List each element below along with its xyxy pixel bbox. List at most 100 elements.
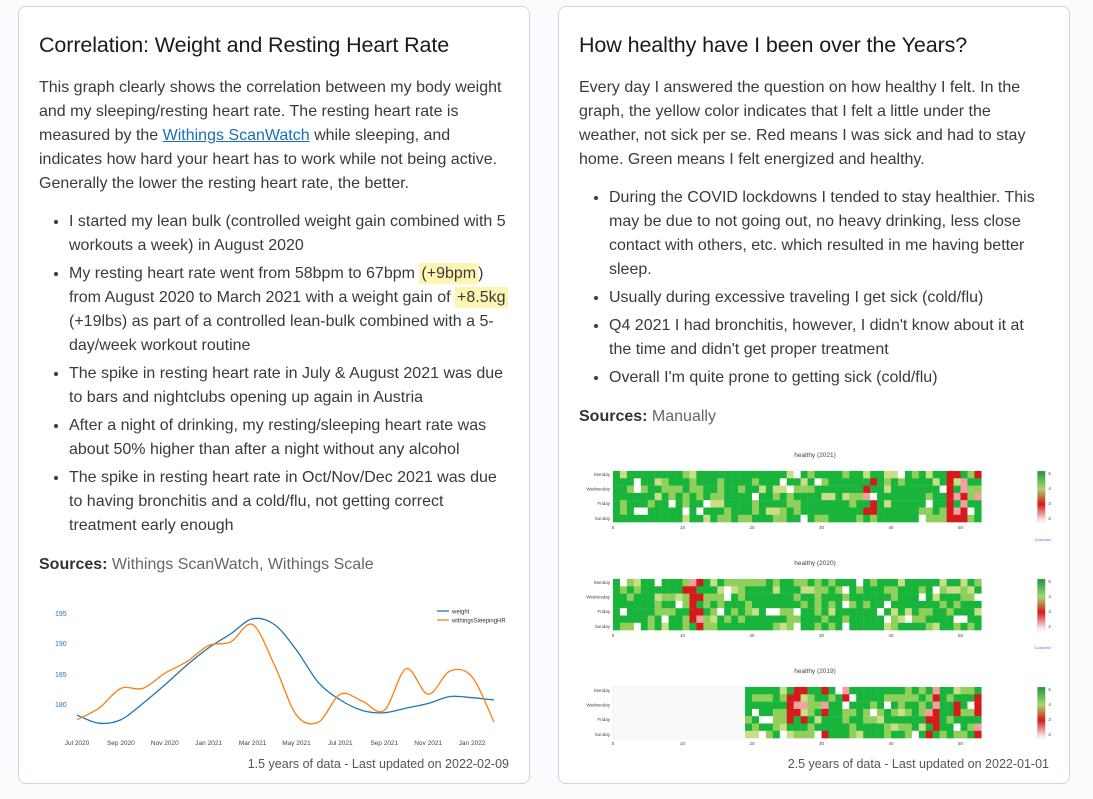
heatmap-cell	[939, 593, 947, 602]
heatmap-cell	[946, 708, 954, 717]
heatmap-cell	[932, 701, 940, 710]
heatmap-cell	[849, 701, 857, 710]
heatmap-cell	[619, 507, 628, 515]
heatmap-cell	[877, 593, 885, 602]
customize-link[interactable]: Customize	[1034, 645, 1054, 650]
heatmap-cell	[738, 492, 746, 501]
heatmap-cell	[619, 478, 628, 486]
heatmap-cell	[772, 694, 780, 702]
heatmap-cell	[891, 593, 899, 602]
heatmap-cell	[884, 615, 892, 623]
heatmap-cell	[765, 593, 774, 602]
heatmap-cell	[911, 478, 919, 486]
heatmap-cell	[897, 586, 906, 594]
heatmap-cell	[793, 708, 801, 717]
heatmap-cell	[696, 492, 704, 501]
heatmap-cell	[752, 579, 760, 587]
heatmap-cell	[786, 730, 794, 739]
heatmap-cell	[974, 500, 982, 508]
heatmap-cell	[682, 593, 690, 602]
heatmap-cell	[654, 593, 662, 602]
heatmap-cell	[786, 579, 794, 587]
heatmap-cell	[640, 514, 648, 523]
heatmap-cell	[897, 687, 906, 695]
heatmap-cell	[731, 471, 739, 479]
heatmap-cell	[765, 600, 774, 609]
heatmap-cell	[619, 622, 628, 631]
heatmap-cell	[856, 579, 864, 587]
heatmap-cell	[891, 694, 899, 702]
colorbar	[1037, 578, 1046, 631]
heatmap-cell	[946, 687, 954, 695]
heatmap-cell	[745, 730, 753, 739]
heatmap-cell	[724, 485, 732, 494]
heatmap-cell	[731, 600, 739, 609]
heatmap-cell	[793, 485, 801, 494]
heatmap-cell	[877, 500, 885, 508]
heatmap-cell	[884, 701, 892, 710]
heatmap-cell	[884, 478, 892, 486]
heatmap-cell	[800, 615, 808, 623]
heatmap-cell	[661, 478, 669, 486]
heatmap-cell	[891, 708, 899, 717]
heatmap-cell	[821, 600, 829, 609]
heatmap-cell	[696, 622, 704, 631]
heatmap-cell	[884, 600, 892, 609]
heatmap-cell	[765, 687, 774, 695]
heatmap-cell	[758, 600, 767, 609]
heatmap-cell	[967, 507, 975, 515]
heatmap-cell	[939, 615, 947, 623]
heatmap-cell	[849, 593, 857, 602]
heatmap-cell	[758, 716, 767, 724]
heatmap-cell	[946, 507, 954, 515]
heatmap-cell	[619, 593, 628, 602]
heatmap-cell	[842, 579, 850, 587]
heatmap-cell	[772, 478, 780, 486]
heatmap-cell	[675, 593, 683, 602]
heatmap-cell	[939, 471, 947, 479]
heatmap-cell	[752, 708, 760, 717]
heatmap-cell	[953, 579, 961, 587]
heatmap-cell	[800, 579, 808, 587]
desc-text-1: This graph clearly shows the correlation…	[39, 79, 502, 144]
heatmap-cell	[821, 500, 829, 508]
heatmap-cell	[856, 687, 864, 695]
heatmap-cell	[738, 615, 746, 623]
heatmap-cell	[800, 507, 808, 515]
heatmap-cell	[891, 608, 899, 616]
heatmap-cell	[849, 478, 857, 486]
heatmap-cell	[891, 730, 899, 739]
heatmap-cell	[758, 708, 767, 717]
sources-value: Manually	[651, 408, 716, 425]
heatmap-cell	[772, 485, 780, 494]
heatmap-cell	[758, 608, 767, 616]
heatmap-cell	[786, 708, 794, 717]
heatmap-cell	[877, 716, 885, 724]
heatmap-cell	[946, 723, 954, 731]
heatmap-cell	[870, 471, 878, 479]
heatmap-cell	[647, 507, 655, 515]
x-tick-label: Jul 2020	[65, 740, 90, 747]
heatmap-cell	[856, 485, 864, 494]
heatmap-cell	[828, 622, 836, 631]
heatmap-cell	[897, 593, 906, 602]
heatmap-cell	[738, 471, 746, 479]
card-footer: 2.5 years of data - Last updated on 2022…	[787, 757, 1049, 771]
heatmap-cell	[752, 730, 760, 739]
heatmap-cell	[925, 492, 933, 501]
heatmap-cell	[793, 622, 801, 631]
heatmap-cell	[904, 492, 913, 501]
heatmap-cell	[765, 471, 774, 479]
heatmap-cell	[689, 622, 697, 631]
heatmap-cell	[974, 507, 982, 515]
heatmap-cell	[939, 608, 947, 616]
heatmap-cell	[870, 708, 878, 717]
customize-link[interactable]: Customize	[1034, 537, 1054, 542]
withings-scanwatch-link[interactable]: Withings ScanWatch	[162, 127, 310, 144]
heatmap-cell	[675, 507, 683, 515]
heatmap-cell	[786, 492, 794, 501]
heatmap-title: healthy (2020)	[794, 560, 836, 567]
heatmap-cell	[967, 694, 975, 702]
desc-text-2: while sleeping, and indicates how hard y…	[39, 127, 498, 192]
heatmap-cell	[689, 615, 697, 623]
